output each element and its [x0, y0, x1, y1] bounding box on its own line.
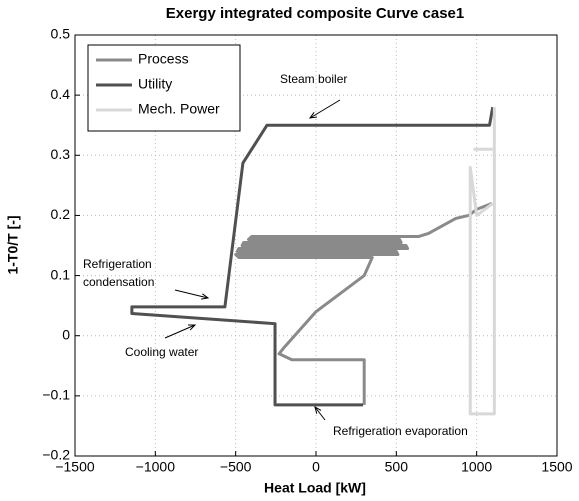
arrow-head [187, 324, 197, 331]
chart-title: Exergy integrated composite Curve case1 [166, 5, 464, 22]
annotation-arrow [174, 289, 209, 299]
legend-label: Mech. Power [138, 101, 220, 117]
annotation: Refrigeration evaporation [333, 424, 468, 438]
x-tick-label: 0 [312, 459, 320, 475]
x-tick-label: 1500 [541, 459, 572, 475]
y-tick-label: −0.2 [42, 447, 70, 463]
y-tick-label: 0.4 [51, 86, 71, 102]
x-tick-label: −500 [220, 459, 252, 475]
x-axis-label: Heat Load [kW] [264, 480, 366, 496]
x-tick-label: 1000 [461, 459, 492, 475]
y-tick-label: −0.1 [42, 387, 70, 403]
annotation: condensation [83, 275, 154, 289]
annotation-arrow [314, 406, 326, 421]
legend-label: Process [138, 51, 189, 67]
legend-label: Utility [138, 76, 172, 92]
y-tick-label: 0.1 [51, 266, 71, 282]
y-tick-label: 0 [62, 326, 70, 342]
y-tick-label: 0.2 [51, 206, 71, 222]
series-line [234, 202, 493, 405]
y-tick-label: 0.3 [51, 146, 71, 162]
series-line [468, 107, 496, 416]
annotation: Steam boiler [280, 72, 347, 86]
plot-frame [74, 34, 558, 457]
annotation-arrow [309, 99, 341, 119]
x-tick-label: −1500 [55, 459, 95, 475]
annotation: Refrigeration [83, 257, 152, 271]
y-tick-label: 0.5 [51, 26, 71, 42]
series-line [130, 106, 495, 407]
x-tick-label: 500 [385, 459, 409, 475]
x-tick-label: −1000 [136, 459, 176, 475]
annotation: Cooling water [125, 345, 198, 359]
arrow-head [314, 405, 322, 414]
y-axis-label: 1-T0/T [-] [5, 215, 21, 274]
arrow-head [201, 293, 210, 300]
annotation-arrow [164, 324, 196, 339]
arrow-head [308, 112, 318, 119]
